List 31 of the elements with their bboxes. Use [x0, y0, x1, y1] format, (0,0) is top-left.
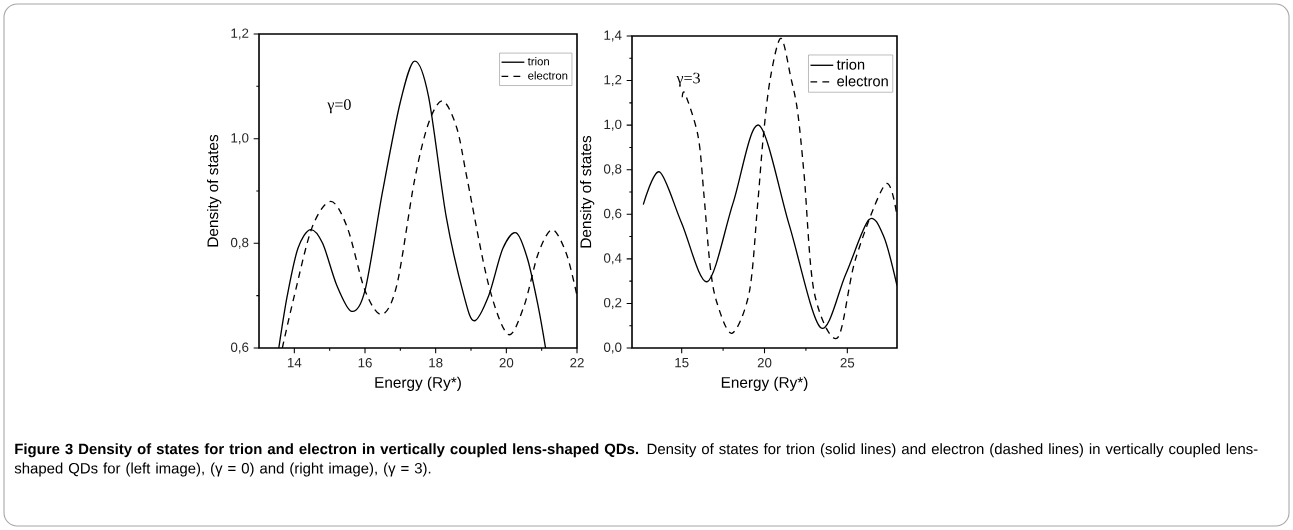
- x-tick-label: 16: [358, 358, 372, 368]
- x-axis-title: Energy (Ry*): [375, 376, 461, 391]
- y-axis-title: Density of states: [206, 134, 222, 247]
- text: Figure 3 Density of states for trion and electron in vertically coupled lens-shaped QDs. Density of states for trion (solid lines) and electron (dashed lines) in vertically coupled lens-shaped QDs for (left image), (γ = 0) and (right image), (γ = 3).: [14, 443, 1258, 477]
- y-tick-label: 0,4: [603, 253, 622, 265]
- y-tick-label: 1,4: [604, 30, 622, 42]
- y-tick-label: 1,0: [604, 119, 622, 131]
- y-tick-label: 0,0: [603, 342, 622, 354]
- x-tick-label: 20: [499, 358, 514, 368]
- annotation: γ=0: [327, 99, 351, 114]
- y-tick-label: 1,0: [231, 133, 249, 145]
- y-tick-label: 0,6: [230, 342, 249, 354]
- x-axis-title: Energy (Ry*): [721, 376, 808, 391]
- y-axis-title: Density of states: [579, 135, 595, 248]
- legend-label: electron: [528, 71, 568, 80]
- x-tick-label: 20: [757, 358, 772, 368]
- x-tick-label: 25: [840, 358, 855, 368]
- y-tick-label: 0,2: [603, 297, 622, 309]
- x-tick-label: 18: [429, 358, 443, 368]
- legend-label: trion: [527, 57, 549, 66]
- legend-label: electron: [837, 75, 888, 87]
- y-tick-label: 1,2: [231, 28, 249, 40]
- y-tick-label: 0,8: [603, 164, 622, 176]
- y-tick-label: 0,8: [230, 237, 249, 249]
- y-tick-label: 0,6: [603, 208, 622, 220]
- legend-label: trion: [836, 58, 865, 70]
- annotation: γ=3: [676, 72, 700, 87]
- x-tick-label: 22: [570, 358, 584, 368]
- y-tick-label: 1,2: [604, 75, 622, 87]
- x-tick-label: 15: [675, 358, 689, 368]
- x-tick-label: 14: [287, 358, 302, 368]
